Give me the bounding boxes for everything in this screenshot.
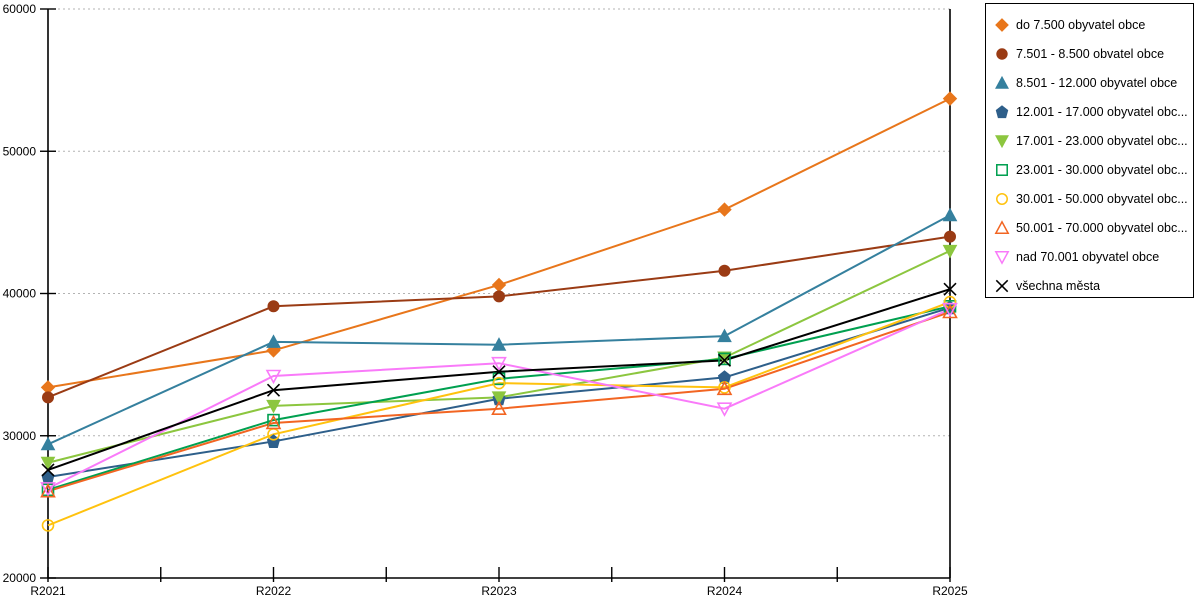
legend-marker-circle-icon <box>996 192 1008 205</box>
marker-triangle-down-icon <box>265 369 282 385</box>
x-tick-label: R2023 <box>481 584 517 598</box>
legend-item: 50.001 - 70.000 obyvatel obc... <box>986 213 1193 242</box>
marker-triangle-down-icon <box>716 402 733 417</box>
marker-triangle-up-icon <box>266 334 281 348</box>
marker-triangle-down-icon <box>40 482 56 497</box>
series-line-7 <box>47 311 951 493</box>
x-tick-label: R2022 <box>256 584 292 598</box>
legend-marker-triangle-up-icon <box>994 219 1010 234</box>
legend-item-label: nad 70.001 obyvatel obce <box>1016 249 1160 264</box>
marker-triangle-up-icon <box>942 207 958 222</box>
x-tick-label: R2021 <box>30 584 66 598</box>
legend-item-label: 50.001 - 70.000 obyvatel obc... <box>1016 220 1188 235</box>
marker-diamond-icon <box>491 277 507 293</box>
x-tick-label: R2024 <box>707 584 743 598</box>
legend-item-label: všechna města <box>1016 278 1101 293</box>
marker-x-icon <box>41 463 55 477</box>
marker-square-icon <box>718 352 731 366</box>
marker-triangle-down-icon <box>40 456 56 471</box>
legend-item: do 7.500 obyvatel obce <box>986 10 1193 39</box>
legend-marker-triangle-down-icon <box>995 134 1009 148</box>
legend-item-label: 12.001 - 17.000 obyvatel obc... <box>1016 104 1188 119</box>
series-line-6 <box>47 301 951 527</box>
legend-item-label: 30.001 - 50.000 obyvatel obc... <box>1016 191 1188 206</box>
legend-item-label: 23.001 - 30.000 obyvatel obc... <box>1016 162 1188 177</box>
legend-item-label: do 7.500 obyvatel obce <box>1016 17 1146 32</box>
legend-item-label: 8.501 - 12.000 obyvatel obce <box>1016 75 1178 90</box>
marker-triangle-up-icon <box>491 400 507 416</box>
series-line-2 <box>47 214 951 446</box>
marker-square-icon <box>492 372 506 386</box>
legend-item: 8.501 - 12.000 obyvatel obce <box>986 68 1193 97</box>
x-tick-label: R2025 <box>932 584 968 598</box>
marker-circle-icon <box>267 300 280 313</box>
legend-marker-diamond-icon <box>995 17 1009 32</box>
marker-triangle-up-icon <box>40 436 56 451</box>
marker-triangle-up-icon <box>942 303 958 319</box>
legend-marker-x-icon <box>995 279 1009 292</box>
legend-marker-circle-icon <box>996 47 1008 60</box>
marker-triangle-up-icon <box>40 483 56 498</box>
marker-triangle-down-icon <box>942 244 958 259</box>
series-line-8 <box>47 308 951 490</box>
marker-x-icon <box>266 383 281 397</box>
marker-diamond-icon <box>942 91 958 106</box>
y-tick-label: 40000 <box>3 287 37 301</box>
marker-triangle-up-icon <box>491 337 507 351</box>
marker-circle-icon <box>493 290 505 303</box>
legend-item-label: 7.501 - 8.500 obvatel obce <box>1016 46 1165 61</box>
marker-triangle-up-icon <box>265 414 282 430</box>
y-tick-label: 20000 <box>3 571 37 585</box>
marker-x-icon <box>492 365 506 379</box>
legend-item: všechna města <box>986 271 1193 300</box>
marker-triangle-down-icon <box>491 356 507 372</box>
legend-marker-square-icon <box>996 163 1008 176</box>
marker-circle-icon <box>492 376 506 390</box>
y-tick-label: 30000 <box>3 429 37 443</box>
marker-triangle-down-icon <box>491 391 507 405</box>
legend-item: 7.501 - 8.500 obvatel obce <box>986 39 1193 68</box>
marker-circle-icon <box>42 391 54 404</box>
legend-marker-pentagon-icon <box>995 104 1009 118</box>
legend-marker-triangle-down-icon <box>994 250 1010 265</box>
legend-item: nad 70.001 obyvatel obce <box>986 242 1193 271</box>
marker-x-icon <box>717 353 732 367</box>
marker-triangle-down-icon <box>266 399 281 414</box>
legend-item-label: 17.001 - 23.000 obyvatel obc... <box>1016 133 1188 148</box>
legend-marker-triangle-up-icon <box>995 75 1009 89</box>
marker-circle-icon <box>718 264 731 277</box>
marker-circle-icon <box>944 230 956 243</box>
y-tick-label: 50000 <box>3 144 37 158</box>
legend-item: 30.001 - 50.000 obyvatel obc... <box>986 184 1193 213</box>
marker-triangle-up-icon <box>716 380 733 396</box>
marker-pentagon-icon <box>41 469 55 484</box>
marker-circle-icon <box>943 295 957 309</box>
legend-item: 17.001 - 23.000 obyvatel obc... <box>986 126 1193 155</box>
marker-x-icon <box>943 282 957 296</box>
legend-item: 23.001 - 30.000 obyvatel obc... <box>986 155 1193 184</box>
legend-item: 12.001 - 17.000 obyvatel obc... <box>986 97 1193 126</box>
marker-triangle-up-icon <box>717 328 732 343</box>
marker-diamond-icon <box>717 202 732 217</box>
marker-square-icon <box>267 413 280 427</box>
y-tick-label: 60000 <box>3 2 37 16</box>
marker-circle-icon <box>41 519 55 532</box>
marker-triangle-down-icon <box>942 302 958 318</box>
chart-legend: do 7.500 obyvatel obce 7.501 - 8.500 obva… <box>985 3 1194 298</box>
series-line-5 <box>47 305 951 491</box>
